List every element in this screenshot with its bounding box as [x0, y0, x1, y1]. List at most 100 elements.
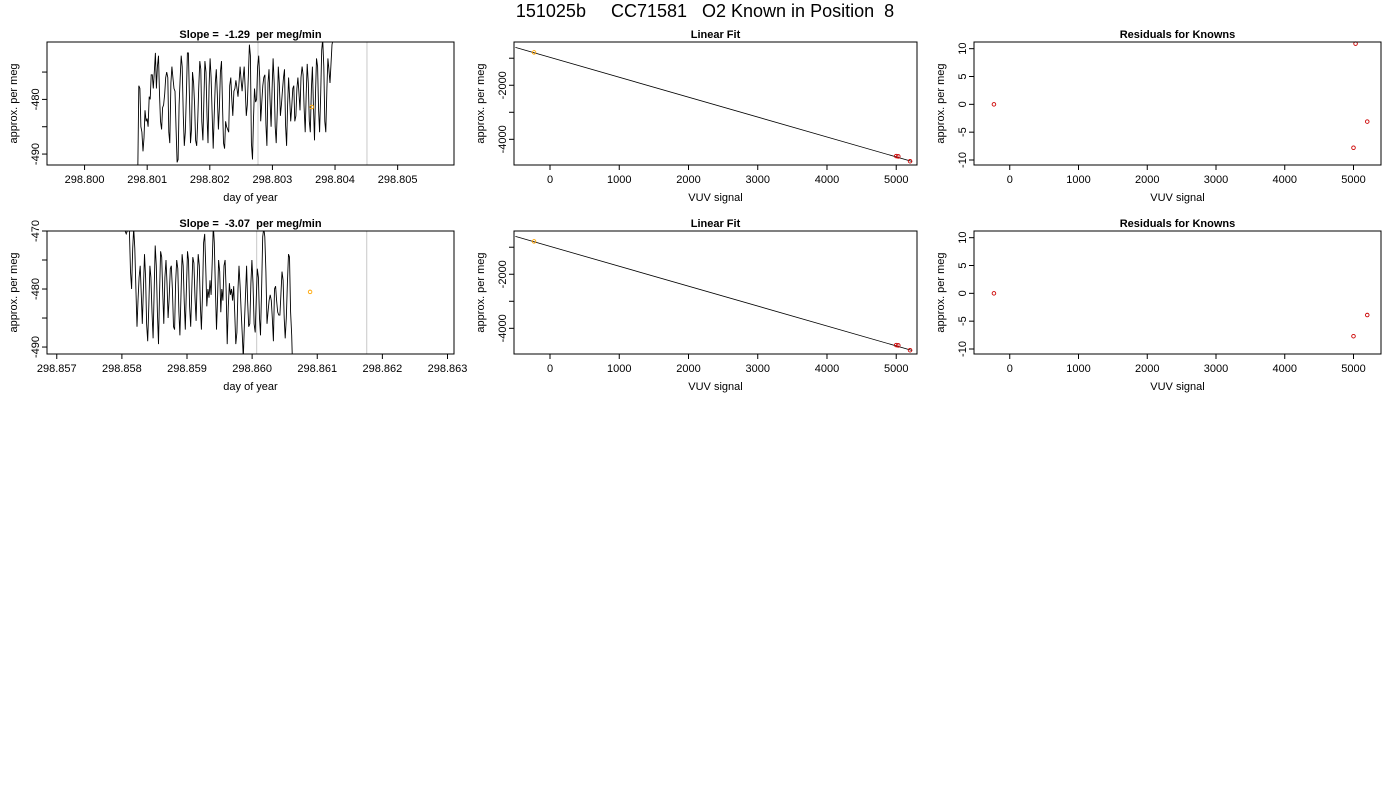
panel-3-x-tick-label: 2000 — [1135, 174, 1159, 186]
panel-1-x-tick-label: 298.800 — [65, 174, 105, 186]
panel-6-x-tick-label: 3000 — [1204, 363, 1228, 375]
panel-3-x-tick-label: 5000 — [1341, 174, 1365, 186]
panel-4-y-tick-label: -470 — [30, 220, 42, 242]
panel-3: Residuals for Knowns 0 1000 2000 3000 4000 500… — [935, 29, 1382, 204]
panel-4-y-tick-label: -480 — [30, 278, 42, 300]
panel-5-x-tick-label: 2000 — [676, 363, 700, 375]
panel-4-frame — [46, 230, 455, 355]
panel-5-point-3 — [896, 343, 901, 348]
panel-3-x-axis-label: VUV signal — [1150, 192, 1204, 204]
panel-6-point-3 — [1351, 333, 1356, 339]
panel-4-y-tick-label: -490 — [30, 336, 42, 358]
panel-6-x-tick-label: 5000 — [1341, 363, 1365, 375]
panel-1-y-tick-label: -490 — [30, 143, 42, 165]
panel-3-x-tick-label: 0 — [1007, 174, 1013, 186]
panel-1-y-tick-label: -480 — [30, 88, 42, 110]
panel-1: Slope = -1.29 per meg/min 298.800 298.801 2… — [8, 29, 455, 204]
panel-6-y-tick-label: -10 — [957, 341, 969, 357]
panel-5-x-tick-label: 1000 — [607, 363, 631, 375]
panel-6-x-axis-label: VUV signal — [1150, 381, 1204, 393]
panel-6-x-tick-label: 0 — [1007, 363, 1013, 375]
panel-2-x-tick-label: 1000 — [607, 174, 631, 186]
panel-5-point-4 — [907, 347, 913, 353]
panel-2-x-tick-label: 5000 — [884, 174, 908, 186]
panel-5-y-tick-label: -4000 — [497, 314, 509, 342]
panel-2-frame — [513, 41, 918, 166]
panel-4-x-tick-label: 298.857 — [37, 363, 77, 375]
panel-4-x-tick-label: 298.863 — [428, 363, 468, 375]
panel-1-plot-area — [137, 42, 368, 165]
panel-3-y-tick-label: 5 — [957, 73, 969, 79]
panel-6-x-tick-label: 4000 — [1273, 363, 1297, 375]
panel-2-point-3 — [896, 154, 901, 159]
panel-1-x-tick-label: 298.803 — [253, 174, 293, 186]
panel-4-series-line — [124, 231, 293, 354]
panel-5-x-axis-label: VUV signal — [688, 381, 742, 393]
panel-4-x-tick-label: 298.861 — [297, 363, 337, 375]
panel-4-title: Slope = -3.07 per meg/min — [179, 218, 321, 230]
panel-6-y-tick-label: 5 — [957, 262, 969, 268]
panel-3-y-axis-label: approx. per meg — [935, 63, 947, 143]
panel-3-point-4 — [1351, 145, 1356, 150]
panel-5-title: Linear Fit — [691, 218, 741, 230]
panel-3-frame — [973, 41, 1382, 166]
panel-5-x-tick-label: 4000 — [815, 363, 839, 375]
panel-4-plot-area — [124, 231, 368, 354]
panel-5-x-tick-label: 3000 — [745, 363, 769, 375]
panel-1-x-tick-label: 298.805 — [378, 174, 418, 186]
panel-2-fit-line — [515, 47, 913, 162]
panel-1-x-axis-label: day of year — [223, 192, 278, 204]
panel-2-x-tick-label: 3000 — [745, 174, 769, 186]
panel-3-y-tick-label: -5 — [957, 127, 969, 137]
panel-3-y-tick-label: 0 — [957, 101, 969, 107]
panel-3-point-1 — [991, 102, 997, 107]
panel-3-y-tick-label: -10 — [957, 152, 969, 168]
panel-3-x-tick-label: 1000 — [1066, 174, 1090, 186]
panel-1-highlight-point-1 — [309, 104, 315, 110]
panel-1-x-tick-label: 298.802 — [190, 174, 230, 186]
panel-2: Linear Fit 0 1000 2000 3000 4000 5000 VUV signa… — [475, 29, 918, 204]
panel-1-frame — [46, 41, 455, 166]
panel-6-x-tick-label: 2000 — [1135, 363, 1159, 375]
panel-4-x-tick-label: 298.862 — [362, 363, 402, 375]
panel-2-title: Linear Fit — [691, 29, 741, 41]
panel-6: Residuals for Knowns 0 1000 2000 3000 4000 500… — [935, 218, 1382, 393]
panel-2-y-tick-label: -4000 — [497, 125, 509, 153]
panel-6-y-tick-label: -5 — [957, 316, 969, 326]
panel-1-y-axis-label: approx. per meg — [8, 63, 20, 143]
panel-2-x-tick-label: 2000 — [676, 174, 700, 186]
panel-4-x-tick-label: 298.860 — [232, 363, 272, 375]
panel-2-point-4 — [907, 158, 913, 164]
panel-2-point-2 — [893, 153, 899, 159]
panel-5: Linear Fit 0 1000 2000 3000 4000 5000 VUV signa… — [475, 218, 918, 393]
panel-4-x-tick-label: 298.858 — [102, 363, 142, 375]
panel-6-y-tick-label: 10 — [957, 232, 969, 244]
panel-6-y-axis-label: approx. per meg — [935, 252, 947, 332]
panel-3-y-tick-label: 10 — [957, 43, 969, 55]
panel-1-x-tick-label: 298.801 — [127, 174, 167, 186]
panel-2-point-1 — [531, 50, 537, 55]
panel-6-y-tick-label: 0 — [957, 290, 969, 296]
panel-5-fit-line — [515, 236, 913, 351]
panel-3-x-tick-label: 4000 — [1273, 174, 1297, 186]
panel-4-x-tick-label: 298.859 — [167, 363, 207, 375]
panel-5-frame — [513, 230, 918, 355]
panel-2-y-axis-label: approx. per meg — [475, 63, 487, 143]
panel-2-y-tick-label: -2000 — [497, 71, 509, 99]
panel-1-title: Slope = -1.29 per meg/min — [179, 29, 321, 41]
panel-5-x-tick-label: 0 — [547, 363, 553, 375]
panel-6-point-1 — [991, 291, 997, 296]
panel-4-highlight-point-1 — [307, 289, 313, 295]
panel-2-x-axis-label: VUV signal — [688, 192, 742, 204]
panel-4: Slope = -3.07 per meg/min 298.857 298.858 2… — [8, 218, 468, 393]
panel-5-plot-area — [515, 236, 913, 351]
panel-2-x-tick-label: 0 — [547, 174, 553, 186]
panel-5-point-1 — [531, 239, 537, 244]
panel-6-x-tick-label: 1000 — [1066, 363, 1090, 375]
panel-5-x-tick-label: 5000 — [884, 363, 908, 375]
panel-5-y-axis-label: approx. per meg — [475, 252, 487, 332]
panel-2-plot-area — [515, 47, 913, 162]
panel-4-x-axis-label: day of year — [223, 381, 278, 393]
panel-1-x-tick-label: 298.804 — [315, 174, 355, 186]
